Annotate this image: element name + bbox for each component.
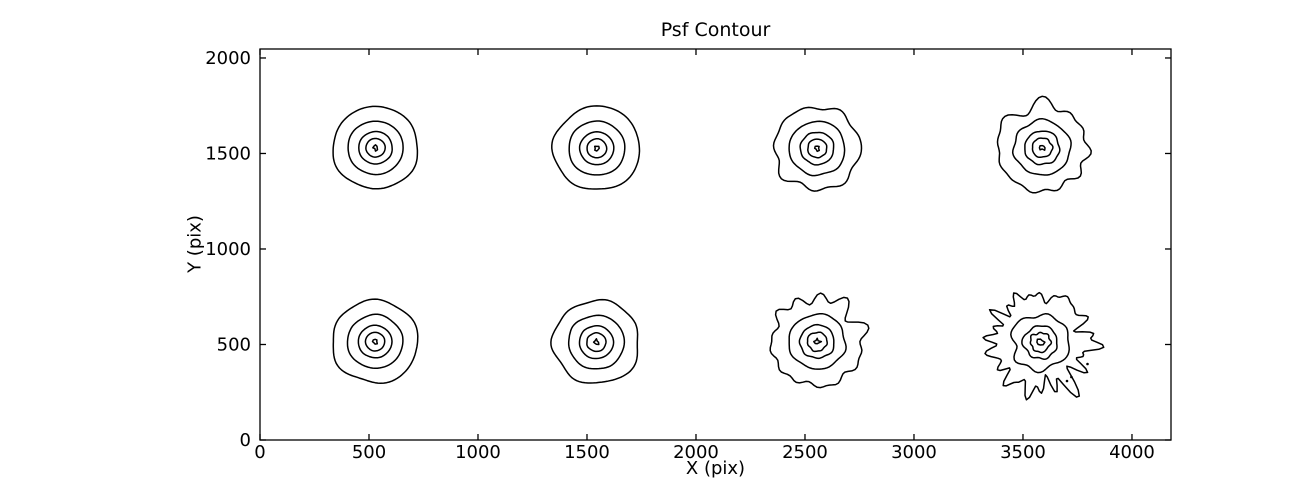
contour-blob — [332, 105, 419, 190]
contour-ring — [788, 120, 846, 177]
contour-blob — [551, 105, 641, 190]
noise-speck — [1070, 375, 1073, 379]
x-tick-label: 1500 — [564, 442, 610, 463]
noise-speck — [1086, 362, 1089, 366]
contour-blob — [332, 298, 419, 384]
contour-ring — [996, 95, 1092, 194]
contour-ring — [1038, 144, 1046, 151]
y-tick-label: 1500 — [205, 143, 251, 164]
contour-ring — [358, 130, 393, 165]
x-tick-label: 1000 — [455, 442, 501, 463]
contour-ring — [1036, 338, 1046, 346]
contour-ring — [1011, 117, 1072, 176]
contour-ring — [568, 120, 626, 176]
contour-ring — [550, 298, 639, 384]
x-tick-label: 3000 — [891, 442, 937, 463]
contour-ring — [1031, 137, 1054, 159]
contour-blob — [772, 106, 863, 192]
plot-frame — [259, 48, 1172, 441]
y-tick-label: 2000 — [205, 48, 251, 69]
contour-ring — [592, 338, 600, 346]
contour-ring — [1024, 130, 1061, 166]
contour-ring — [593, 145, 600, 152]
y-tick-label: 0 — [240, 430, 251, 451]
contour-ring — [813, 145, 821, 153]
x-tick-label: 2500 — [782, 442, 828, 463]
x-axis-label: X (pix) — [685, 458, 746, 479]
contour-ring — [772, 106, 863, 192]
contour-ring — [788, 312, 847, 370]
x-tick-label: 4000 — [1109, 442, 1155, 463]
contour-ring — [799, 131, 835, 166]
contour-ring — [372, 144, 379, 152]
y-tick-label: 500 — [217, 334, 251, 355]
contour-ring — [346, 313, 404, 370]
contour-ring — [1029, 331, 1053, 354]
contour-ring — [551, 105, 641, 190]
noise-speck — [1065, 379, 1069, 383]
contour-ring — [798, 323, 835, 360]
x-tick-label: 2000 — [673, 442, 719, 463]
contour-ring — [578, 131, 615, 166]
contour-ring — [586, 331, 607, 353]
contour-ring — [332, 298, 419, 384]
y-tick-label: 1000 — [205, 239, 251, 260]
x-tick-label: 500 — [352, 442, 386, 463]
contour-ring — [357, 324, 393, 359]
contour-ring — [982, 291, 1105, 401]
contour-ring — [332, 105, 419, 190]
contour-ring — [813, 337, 823, 345]
contour-blob — [996, 95, 1092, 194]
contour-blob — [982, 291, 1105, 401]
contour-ring — [586, 137, 608, 159]
chart-title: Psf Contour — [660, 19, 771, 41]
contour-ring — [364, 331, 386, 352]
contour-blob — [769, 292, 870, 389]
contour-ring — [769, 292, 870, 389]
contour-ring — [1021, 325, 1058, 360]
contour-blob — [550, 298, 639, 384]
contour-ring — [567, 314, 626, 370]
contour-ring — [347, 120, 404, 176]
x-tick-label: 0 — [254, 442, 265, 463]
contour-ring — [578, 325, 615, 360]
x-tick-label: 3500 — [1000, 442, 1046, 463]
contour-ring — [806, 331, 828, 353]
y-axis-label: Y (pix) — [184, 215, 206, 273]
contour-ring — [807, 138, 828, 159]
contour-ring — [365, 137, 386, 158]
contour-ring — [371, 338, 379, 345]
contour-ring — [1010, 312, 1070, 374]
